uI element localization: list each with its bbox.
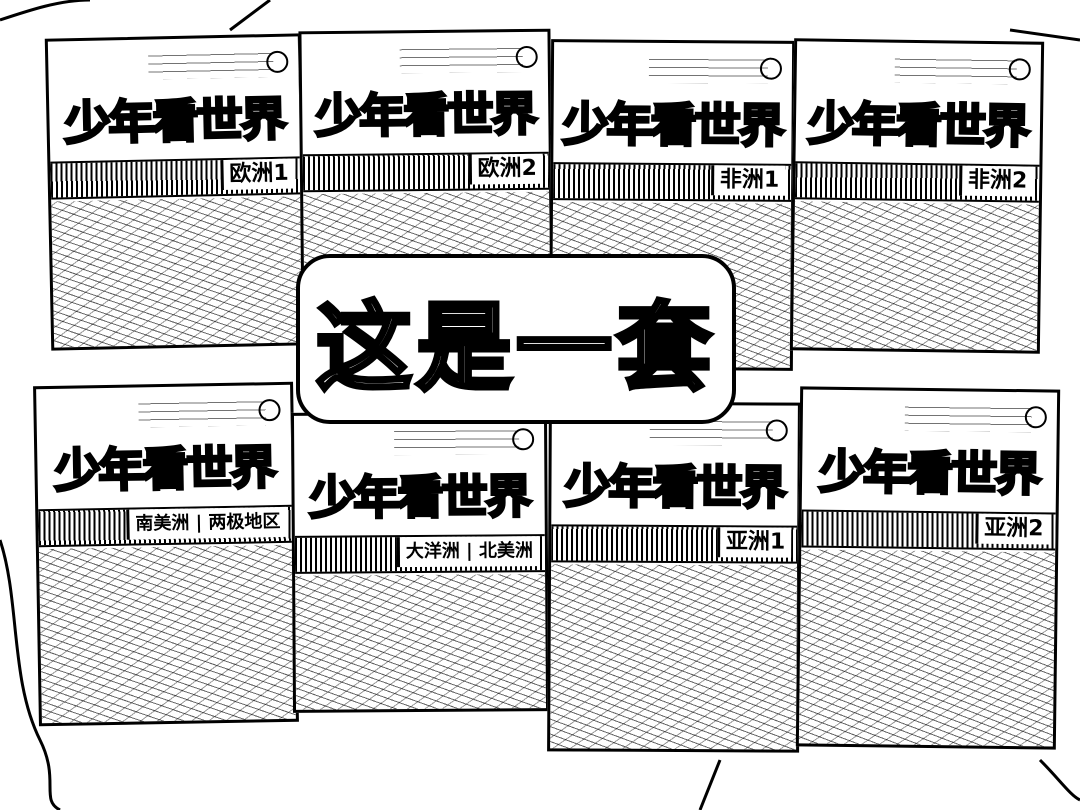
- cover-tagline-lines: [137, 395, 266, 428]
- book-cover-asia-1: 少年看世界 亚洲1: [547, 401, 801, 753]
- volume-label: 亚洲1: [716, 527, 792, 558]
- series-badge-icon: [765, 419, 788, 442]
- palace-illustration: [798, 549, 1056, 747]
- tree-illustration: [792, 201, 1039, 351]
- series-badge-icon: [515, 45, 538, 69]
- series-badge-icon: [759, 57, 783, 80]
- cover-tagline-lines: [904, 400, 1032, 433]
- series-title: 少年看世界: [53, 439, 277, 500]
- series-badge-icon: [258, 398, 281, 422]
- volume-label: 非洲1: [710, 165, 786, 196]
- volume-label: 非洲2: [958, 165, 1034, 197]
- series-title: 少年看世界: [62, 90, 286, 152]
- cover-tagline-lines: [394, 424, 520, 456]
- volume-label: 欧洲1: [220, 158, 295, 191]
- volume-label: 南美洲 | 两极地区: [126, 506, 287, 540]
- penguin-illustration: [38, 544, 296, 724]
- book-cover-europe-1: 少年看世界 欧洲1: [44, 33, 308, 351]
- series-badge-icon: [1008, 58, 1031, 81]
- series-badge-icon: [266, 50, 289, 74]
- series-title: 少年看世界: [561, 96, 784, 155]
- cover-tagline-lines: [148, 46, 274, 80]
- series-title: 少年看世界: [314, 85, 538, 144]
- book-cover-oceania-north-america: 少年看世界 大洋洲 | 北美洲: [290, 411, 550, 713]
- cover-tagline-lines: [649, 52, 769, 84]
- series-title: 少年看世界: [806, 95, 1030, 155]
- series-badge-icon: [1024, 406, 1047, 429]
- series-title: 少年看世界: [563, 458, 786, 516]
- series-title: 少年看世界: [817, 443, 1041, 503]
- volume-label: 亚洲2: [974, 513, 1050, 545]
- volume-label: 欧洲2: [468, 153, 544, 185]
- series-title: 少年看世界: [308, 468, 531, 527]
- cathedral-illustration: [51, 196, 305, 348]
- cover-tagline-lines: [399, 41, 524, 74]
- book-cover-africa-2: 少年看世界 非洲2: [789, 38, 1045, 354]
- cover-tagline-lines: [894, 52, 1017, 85]
- stupa-illustration: [550, 564, 798, 750]
- series-badge-icon: [512, 428, 535, 451]
- volume-label: 大洋洲 | 北美洲: [396, 536, 540, 568]
- harbor-illustration: [295, 574, 547, 710]
- caption-text: 这是一套: [314, 290, 716, 406]
- caption-overlay: 这是一套: [296, 254, 736, 424]
- book-cover-asia-2: 少年看世界 亚洲2: [795, 386, 1061, 750]
- book-cover-south-america-polar: 少年看世界 南美洲 | 两极地区: [33, 381, 299, 727]
